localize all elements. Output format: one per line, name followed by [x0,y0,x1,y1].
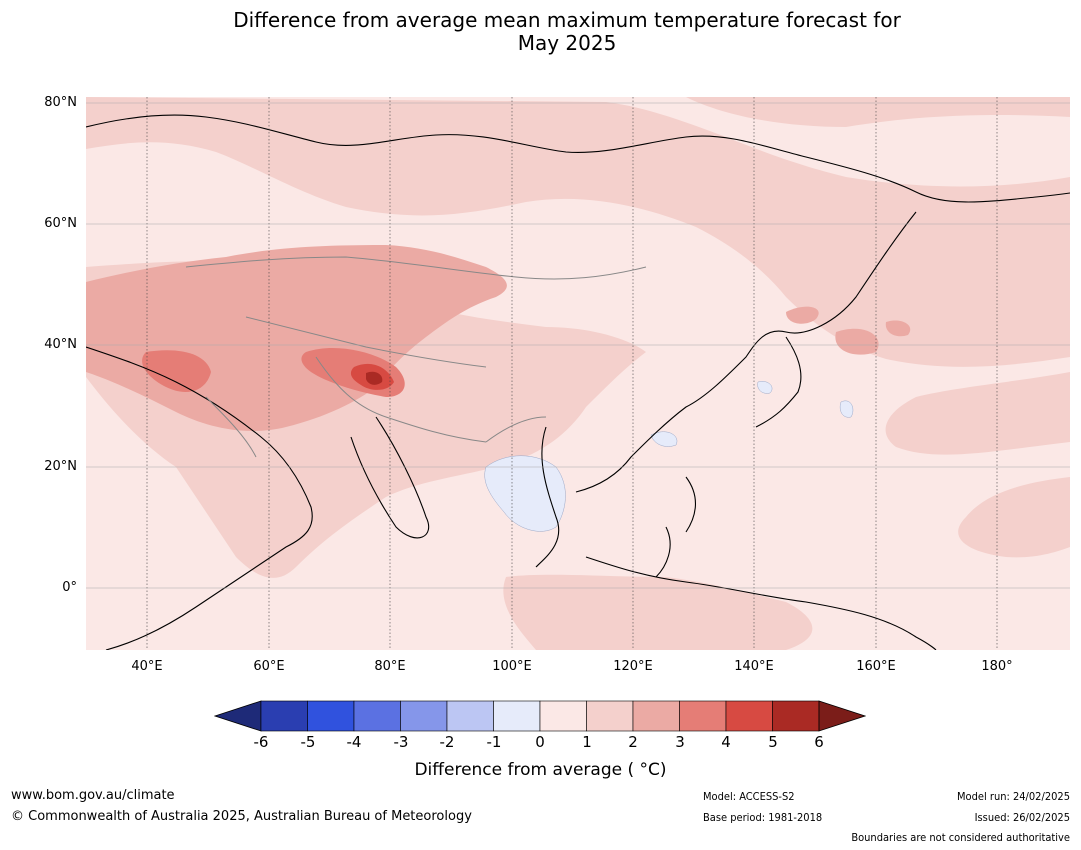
colorbar-segment [539,700,587,732]
lat-label-60n: 60°N [44,216,77,231]
lon-label-100e: 100°E [492,659,532,674]
title-line-2: May 2025 [517,31,617,55]
issued-text: Issued: 26/02/2025 [974,811,1070,824]
forecast-map [86,97,1070,650]
colorbar-label: Difference from average ( °C) [414,760,667,780]
colorbar-extend-high [818,700,866,732]
colorbar-segment [586,700,634,732]
colorbar-tick: 4 [721,733,731,751]
anomaly-band-4-6 [350,363,394,390]
base-period-text: Base period: 1981-2018 [703,811,823,824]
lon-label-140e: 140°E [734,659,774,674]
map-title: Difference from average mean maximum tem… [0,9,1081,55]
colorbar-extend-low [214,700,262,732]
colorbar-segment [353,700,401,732]
lat-label-80n: 80°N [44,95,77,110]
anomaly-band-cool [484,381,854,532]
coastlines [86,114,1070,650]
colorbar-tick: -1 [486,733,502,751]
colorbar-tick: 2 [628,733,638,751]
colorbar-tick: 6 [814,733,824,751]
colorbar-segment [493,700,541,732]
lon-label-120e: 120°E [613,659,653,674]
colorbar-segment [679,700,727,732]
colorbar-segment [725,700,773,732]
website-link[interactable]: www.bom.gov.au/climate [11,788,175,803]
colorbar-segment [260,700,308,732]
title-line-1: Difference from average mean maximum tem… [233,8,901,32]
lon-label-80e: 80°E [374,659,406,674]
colorbar-tick: -3 [393,733,409,751]
colorbar-tick: 5 [768,733,778,751]
lon-label-60e: 60°E [253,659,285,674]
colorbar-segment [772,700,820,732]
colorbar-tick: -6 [253,733,269,751]
colorbar-tick: 0 [535,733,545,751]
colorbar-tick: -5 [300,733,316,751]
colorbar-tick: 1 [582,733,592,751]
colorbar [214,700,866,732]
map-svg [86,97,1070,650]
lat-label-20n: 20°N [44,459,77,474]
colorbar-segment [446,700,494,732]
lon-label-40e: 40°E [131,659,163,674]
colorbar-segment [632,700,680,732]
meridian-lines [146,97,998,650]
copyright-text: © Commonwealth of Australia 2025, Austra… [11,809,472,824]
disclaimer-text: Boundaries are not considered authoritat… [851,831,1070,844]
colorbar-tick: -4 [346,733,362,751]
country-borders [185,256,647,458]
model-run-text: Model run: 24/02/2025 [957,790,1070,803]
parallel-lines [86,102,1070,589]
colorbar-segment [307,700,355,732]
colorbar-tick: -2 [439,733,455,751]
lat-label-40n: 40°N [44,337,77,352]
lon-label-160e: 160°E [856,659,896,674]
colorbar-segment [400,700,448,732]
model-text: Model: ACCESS-S2 [703,790,795,803]
colorbar-tick: 3 [675,733,685,751]
lon-label-180: 180° [981,659,1013,674]
lat-label-0: 0° [62,580,77,595]
